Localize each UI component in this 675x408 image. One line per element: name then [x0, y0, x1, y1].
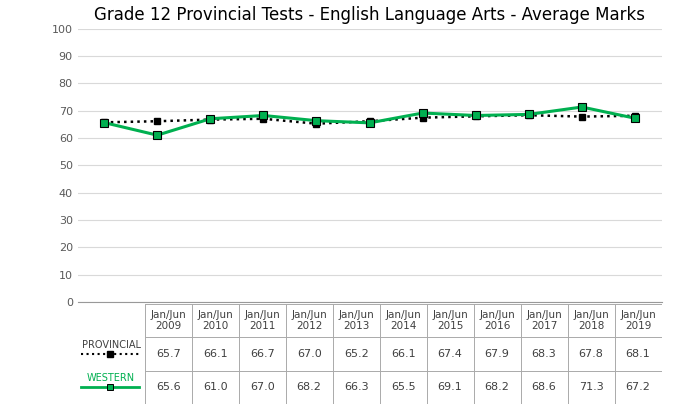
Text: 68.2: 68.2	[485, 382, 510, 392]
Text: Jan/Jun
2011: Jan/Jun 2011	[244, 310, 280, 331]
Text: 67.8: 67.8	[578, 349, 603, 359]
Text: 68.3: 68.3	[532, 349, 556, 359]
Text: Jan/Jun
2013: Jan/Jun 2013	[338, 310, 374, 331]
Title: Grade 12 Provincial Tests - English Language Arts - Average Marks: Grade 12 Provincial Tests - English Lang…	[94, 6, 645, 24]
Text: 68.6: 68.6	[532, 382, 556, 392]
Text: 65.7: 65.7	[156, 349, 181, 359]
Text: 65.2: 65.2	[344, 349, 369, 359]
Text: 66.3: 66.3	[344, 382, 369, 392]
Text: 66.1: 66.1	[391, 349, 415, 359]
Text: Jan/Jun
2015: Jan/Jun 2015	[432, 310, 468, 331]
Text: 66.1: 66.1	[203, 349, 227, 359]
Text: 67.9: 67.9	[485, 349, 510, 359]
Text: Jan/Jun
2014: Jan/Jun 2014	[385, 310, 421, 331]
Text: Jan/Jun
2018: Jan/Jun 2018	[573, 310, 609, 331]
Text: Jan/Jun
2019: Jan/Jun 2019	[620, 310, 656, 331]
Text: 67.2: 67.2	[626, 382, 651, 392]
Text: 67.0: 67.0	[297, 349, 321, 359]
Text: 68.1: 68.1	[626, 349, 651, 359]
Text: 65.6: 65.6	[156, 382, 181, 392]
Text: Jan/Jun
2012: Jan/Jun 2012	[292, 310, 327, 331]
Text: 65.5: 65.5	[391, 382, 415, 392]
Text: Jan/Jun
2010: Jan/Jun 2010	[197, 310, 233, 331]
Text: WESTERN: WESTERN	[87, 373, 135, 383]
Text: 68.2: 68.2	[297, 382, 321, 392]
Text: 66.7: 66.7	[250, 349, 275, 359]
Text: 71.3: 71.3	[578, 382, 603, 392]
Text: 67.0: 67.0	[250, 382, 275, 392]
Text: Jan/Jun
2009: Jan/Jun 2009	[151, 310, 186, 331]
Text: 69.1: 69.1	[437, 382, 462, 392]
Text: Jan/Jun
2017: Jan/Jun 2017	[526, 310, 562, 331]
Text: Jan/Jun
2016: Jan/Jun 2016	[479, 310, 515, 331]
Text: 67.4: 67.4	[437, 349, 462, 359]
Text: 61.0: 61.0	[203, 382, 227, 392]
Text: PROVINCIAL: PROVINCIAL	[82, 339, 140, 350]
